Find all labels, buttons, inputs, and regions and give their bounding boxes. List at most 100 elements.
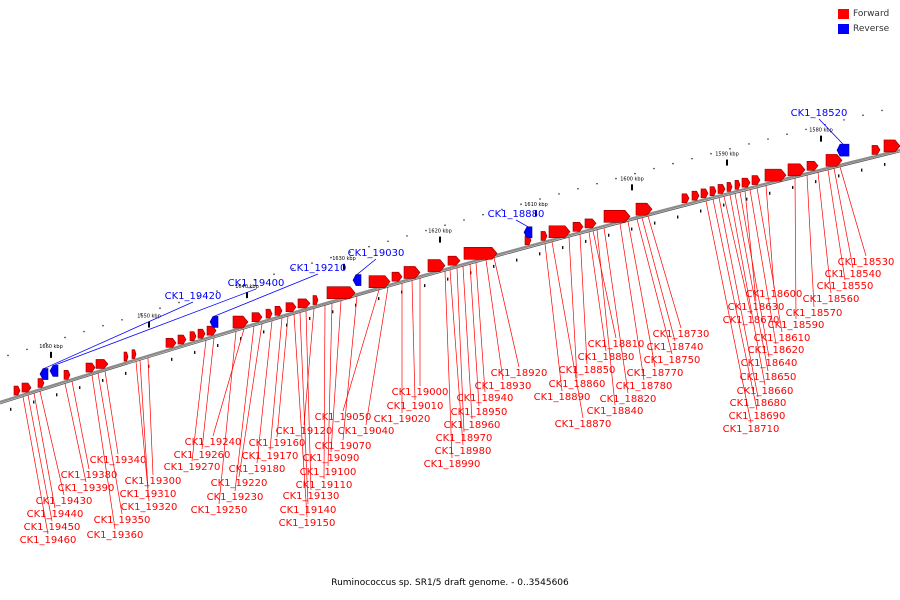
reverse-gene — [352, 274, 362, 286]
forward-leader-line — [71, 381, 90, 470]
scale-dot — [748, 143, 750, 145]
scale-dot — [178, 301, 180, 304]
forward-gene — [463, 247, 498, 260]
reverse-leader-line — [53, 288, 257, 366]
forward-gene — [584, 218, 597, 229]
scale-dot — [140, 313, 142, 315]
forward-leader-line — [705, 200, 752, 424]
forward-gene-label: CK1_19300 — [125, 476, 182, 487]
forward-leader-line — [636, 218, 673, 355]
forward-gene-label: CK1_18810 — [588, 339, 645, 350]
forward-leader-line — [462, 266, 473, 420]
forward-gene-label: CK1_18570 — [786, 308, 843, 319]
scale-tick-label: 1580 kbp — [809, 128, 833, 134]
forward-gene-label: CK1_19230 — [207, 492, 264, 503]
reverse-gene-label: CK1_19210 — [290, 263, 347, 274]
forward-leader-line — [276, 316, 289, 438]
minor-tick — [10, 407, 12, 411]
forward-leader-line — [218, 331, 237, 505]
scale-dot — [216, 290, 218, 292]
forward-gene-label: CK1_18930 — [475, 381, 532, 392]
forward-gene-label: CK1_18630 — [728, 302, 785, 313]
forward-gene-label: CK1_19460 — [20, 535, 77, 546]
forward-gene — [403, 266, 421, 279]
forward-leader-line — [744, 190, 757, 302]
forward-gene — [177, 334, 187, 345]
forward-gene-label: CK1_19150 — [279, 518, 336, 529]
forward-gene-label: CK1_18660 — [737, 386, 794, 397]
forward-gene — [37, 378, 45, 388]
forward-leader-line — [330, 300, 342, 453]
forward-gene-label: CK1_19050 — [315, 412, 372, 423]
forward-leader-line — [647, 216, 682, 329]
forward-leader-line — [327, 303, 333, 467]
forward-leader-line — [756, 187, 783, 333]
scale-dot — [444, 224, 446, 227]
scale-dot — [596, 182, 598, 185]
forward-gene-label: CK1_19440 — [27, 509, 84, 520]
genome-axis — [0, 148, 900, 404]
forward-gene — [447, 255, 461, 266]
legend: Forward Reverse — [838, 8, 898, 38]
forward-leader-line — [493, 257, 520, 368]
minor-tick — [240, 337, 242, 341]
forward-leader-line — [592, 230, 617, 339]
forward-gene — [95, 359, 109, 369]
forward-gene — [548, 225, 571, 239]
forward-leader-line — [342, 296, 358, 441]
minor-tick — [56, 393, 58, 397]
forward-gene — [635, 202, 653, 216]
forward-gene-label: CK1_19020 — [374, 414, 431, 425]
forward-gene-label: CK1_19100 — [300, 467, 357, 478]
scale-dot — [159, 307, 161, 309]
forward-leader-line — [323, 305, 326, 480]
forward-leader-line — [91, 375, 116, 530]
forward-leader-line — [551, 241, 584, 419]
minor-tick — [332, 310, 334, 314]
forward-gene — [312, 295, 319, 305]
scale-dot — [45, 342, 47, 345]
forward-gene-label: CK1_19040 — [338, 426, 395, 437]
scale-tick-mark — [820, 135, 822, 142]
forward-leader-line — [305, 310, 312, 491]
forward-gene-label: CK1_19130 — [283, 491, 340, 502]
forward-gene-label: CK1_18600 — [746, 289, 803, 300]
forward-gene — [709, 186, 717, 196]
forward-leader-line — [234, 326, 255, 492]
minor-tick — [884, 162, 886, 166]
forward-leader-line — [827, 169, 846, 281]
scale-dot — [311, 262, 313, 264]
forward-leader-line — [475, 262, 486, 393]
scale-dot — [691, 157, 693, 160]
forward-gene — [368, 275, 391, 288]
forward-gene-label: CK1_18770 — [627, 368, 684, 379]
scale-tick-mark — [631, 184, 633, 191]
forward-gene-label: CK1_19360 — [87, 530, 144, 541]
forward-gene-label: CK1_19010 — [387, 401, 444, 412]
scale-dot — [653, 167, 655, 170]
scale-dot — [862, 114, 864, 116]
forward-leader-line — [293, 314, 308, 518]
forward-gene-label: CK1_19430 — [36, 496, 93, 507]
forward-gene-label: CK1_18920 — [491, 368, 548, 379]
scale-dot — [786, 133, 788, 136]
forward-leader-line — [303, 308, 315, 426]
forward-gene — [691, 190, 700, 201]
scale-dot — [197, 295, 199, 298]
forward-leader-line — [839, 166, 867, 257]
minor-tick — [769, 191, 771, 195]
forward-gene-label: CK1_18690 — [729, 411, 786, 422]
forward-gene-label: CK1_19260 — [174, 450, 231, 461]
forward-gene-label: CK1_18740 — [647, 342, 704, 353]
scale-tick-label: 1590 kbp — [715, 152, 739, 158]
forward-gene-label: CK1_18830 — [578, 352, 635, 363]
forward-gene — [764, 168, 787, 182]
scale-tick-mark — [726, 159, 728, 166]
forward-leader-line — [212, 328, 245, 437]
scale-tick-mark — [439, 236, 441, 243]
forward-leader-line — [444, 271, 453, 459]
forward-gene — [391, 271, 403, 282]
forward-gene — [726, 182, 733, 192]
scale-dot — [729, 147, 731, 150]
